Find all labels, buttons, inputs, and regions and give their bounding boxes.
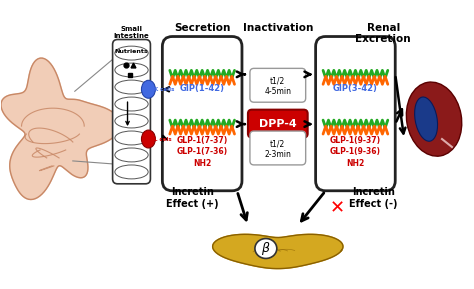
Ellipse shape [115, 165, 148, 179]
Ellipse shape [115, 97, 148, 111]
Polygon shape [213, 234, 343, 268]
Text: GIP(1-42): GIP(1-42) [180, 84, 225, 93]
Text: Incretin
Effect (+): Incretin Effect (+) [166, 187, 219, 209]
Ellipse shape [415, 97, 438, 141]
Text: $\beta$: $\beta$ [261, 240, 271, 257]
Text: GIP(3-42): GIP(3-42) [333, 84, 378, 93]
Text: Nutrients: Nutrients [115, 49, 148, 54]
Ellipse shape [115, 148, 148, 162]
FancyBboxPatch shape [248, 110, 308, 138]
FancyBboxPatch shape [113, 40, 150, 184]
FancyBboxPatch shape [250, 68, 306, 102]
Text: NH2: NH2 [193, 160, 211, 168]
Text: Small
Intestine: Small Intestine [114, 25, 149, 38]
FancyBboxPatch shape [163, 36, 242, 191]
Ellipse shape [115, 80, 148, 94]
Text: L cels: L cels [155, 136, 172, 142]
Ellipse shape [255, 238, 277, 258]
Ellipse shape [115, 114, 148, 128]
Text: ✕: ✕ [330, 200, 345, 218]
Text: Secretion: Secretion [174, 23, 230, 33]
Ellipse shape [115, 63, 148, 77]
Polygon shape [1, 58, 120, 199]
Ellipse shape [406, 82, 462, 156]
Text: GLP-1(9-36): GLP-1(9-36) [330, 147, 381, 156]
FancyBboxPatch shape [316, 36, 395, 191]
Text: t1/2
4-5min: t1/2 4-5min [264, 77, 292, 96]
Ellipse shape [115, 46, 148, 60]
Text: Inactivation: Inactivation [243, 23, 313, 33]
Text: NH2: NH2 [346, 160, 365, 168]
Text: GLP-1(9-37): GLP-1(9-37) [330, 136, 381, 144]
Text: Renal
Excretion: Renal Excretion [356, 23, 411, 44]
Text: GLP-1(7-36): GLP-1(7-36) [177, 147, 228, 156]
Ellipse shape [141, 130, 155, 148]
Text: t1/2
2-3min: t1/2 2-3min [264, 139, 291, 159]
Text: DPP-4: DPP-4 [259, 118, 297, 129]
Text: Incretin
Effect (-): Incretin Effect (-) [349, 187, 398, 209]
Ellipse shape [115, 131, 148, 145]
FancyBboxPatch shape [250, 131, 306, 165]
Ellipse shape [141, 80, 155, 98]
Text: GLP-1(7-37): GLP-1(7-37) [176, 136, 228, 144]
Text: K cells: K cells [155, 87, 175, 92]
